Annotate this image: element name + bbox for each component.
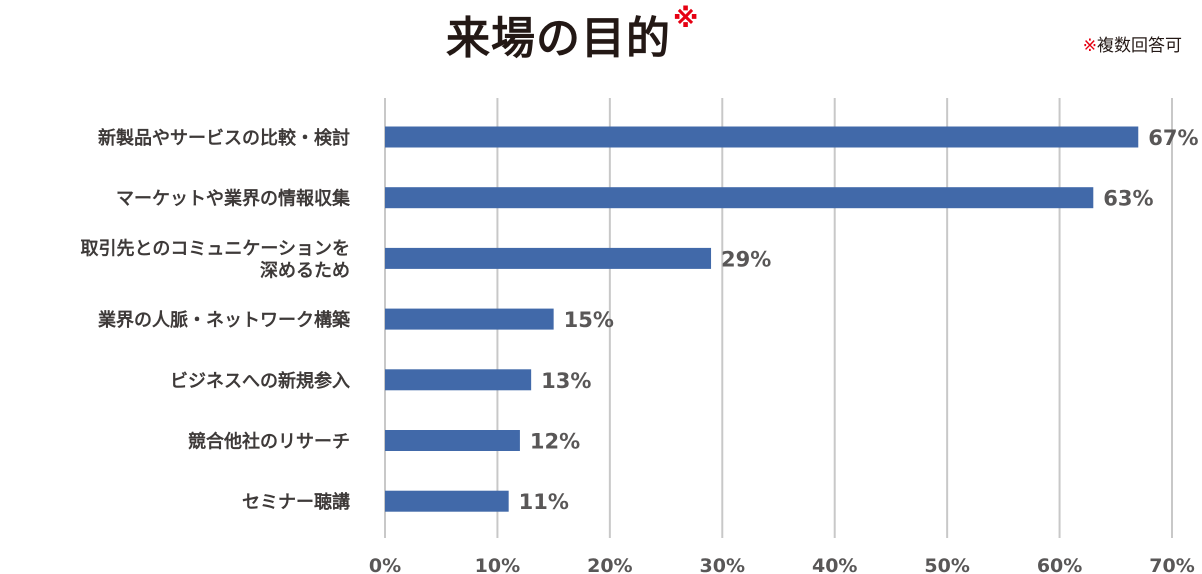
x-tick-label: 0% [369,555,401,574]
x-tick-label: 70% [1149,555,1194,574]
category-label: 深めるため [260,259,350,281]
value-label: 11% [519,490,569,514]
value-label: 67% [1148,126,1198,150]
note-mark: ※ [1082,36,1097,56]
bar [385,369,532,391]
multiple-answers-note: ※複数回答可 [1083,31,1182,56]
bar [385,247,712,269]
bar [385,187,1094,209]
category-label: 競合他社のリサーチ [188,431,350,453]
bar [385,490,509,512]
x-tick-label: 60% [1037,555,1082,574]
category-label: ビジネスへの新規参入 [170,370,350,392]
x-tick-label: 10% [475,555,520,574]
category-label: マーケットや業界の情報収集 [116,188,351,210]
value-label: 12% [530,430,580,454]
category-label: 業界の人脈・ネットワーク構築 [97,309,351,331]
bar [385,308,554,330]
chart-title-text: 来場の目的 [446,13,671,64]
category-label: 取引先とのコミュニケーションを [81,237,350,259]
x-tick-label: 30% [700,555,745,574]
value-label: 63% [1103,187,1153,211]
value-label: 13% [541,369,591,393]
chart-title: 来場の目的※ [446,2,699,66]
x-tick-label: 40% [812,555,857,574]
bar [385,126,1139,148]
x-tick-label: 50% [924,555,969,574]
note-text: 複数回答可 [1097,36,1182,56]
value-label: 29% [721,247,771,271]
category-label: 新製品やサービスの比較・検討 [98,127,350,149]
bar [385,430,520,451]
x-tick-label: 20% [587,555,632,574]
chart-title-mark: ※ [673,4,700,34]
category-label: セミナー聴講 [242,491,350,513]
value-label: 15% [564,308,614,332]
